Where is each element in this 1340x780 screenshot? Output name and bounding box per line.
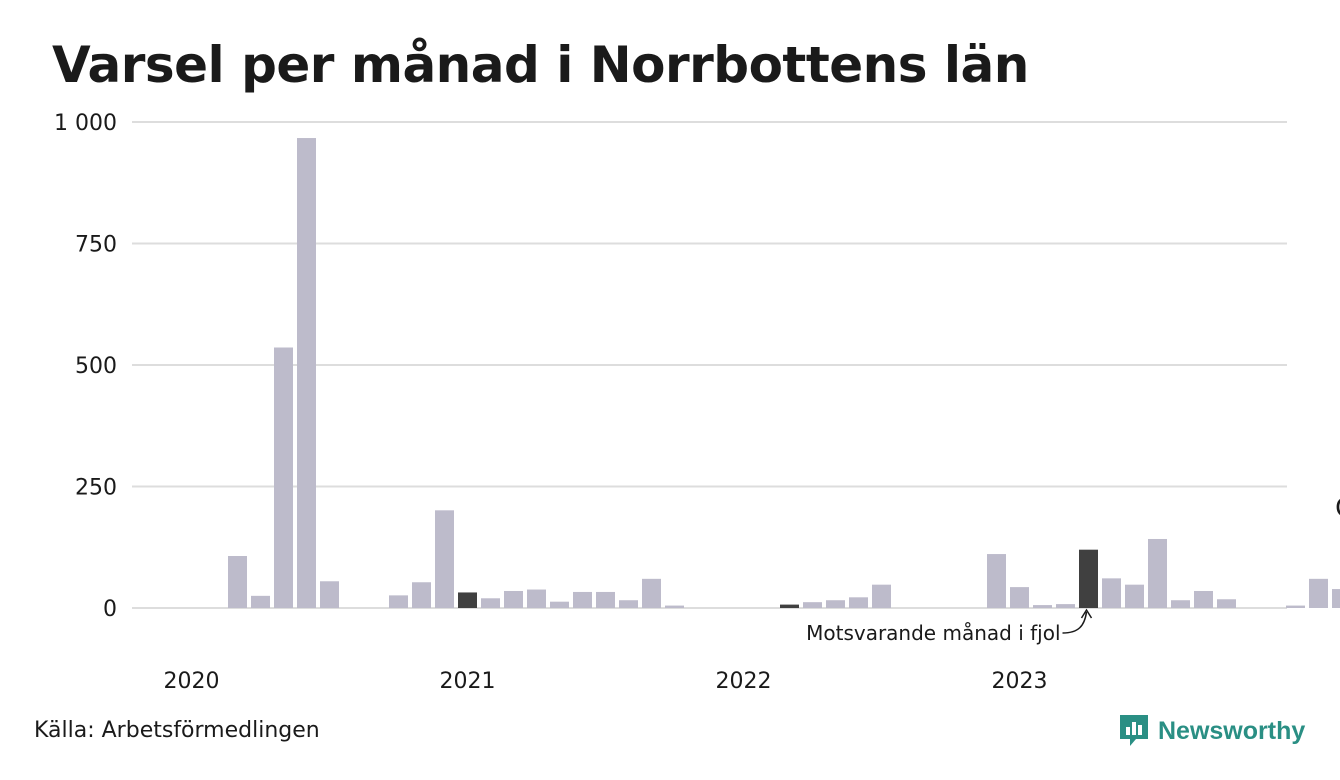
annotation-arrow xyxy=(1062,611,1088,634)
newsworthy-logo-icon xyxy=(1120,715,1148,746)
bars xyxy=(228,138,1340,608)
bar xyxy=(228,555,247,608)
bar xyxy=(527,589,546,608)
bar xyxy=(1079,549,1098,608)
bar xyxy=(1217,599,1236,608)
bar xyxy=(987,554,1006,608)
bar xyxy=(504,590,523,608)
bar xyxy=(481,598,500,608)
bar xyxy=(619,600,638,608)
bar xyxy=(1056,604,1075,608)
y-tick-label: 1 000 xyxy=(54,111,117,136)
bar xyxy=(550,601,569,608)
y-tick-label: 500 xyxy=(75,354,117,379)
y-axis-tick-labels: 0 250 500 750 1 000 xyxy=(54,111,117,622)
x-year-label: 2022 xyxy=(716,669,772,694)
brand-logo: Newsworthy xyxy=(1118,713,1305,749)
bar xyxy=(1102,578,1121,608)
bar xyxy=(596,591,615,608)
chart-title: Varsel per månad i Norrbottens län xyxy=(52,36,1029,94)
bar xyxy=(872,584,891,608)
bar xyxy=(435,510,454,608)
bar xyxy=(1332,589,1340,608)
bar xyxy=(389,595,408,608)
same-month-last-year-label: Motsvarande månad i fjol xyxy=(806,621,1060,645)
bar xyxy=(1010,587,1029,608)
bar xyxy=(826,600,845,608)
bar xyxy=(297,138,316,608)
bar xyxy=(1148,538,1167,608)
annotations: Oktober102Motsvarande månad i fjol xyxy=(806,493,1340,645)
y-tick-label: 0 xyxy=(103,597,117,622)
bar xyxy=(251,595,270,608)
bar xyxy=(780,604,799,608)
bar xyxy=(412,582,431,608)
bar xyxy=(573,591,592,608)
bar xyxy=(642,578,661,608)
y-tick-label: 250 xyxy=(75,476,117,501)
y-tick-label: 750 xyxy=(75,233,117,258)
brand-name: Newsworthy xyxy=(1158,716,1306,745)
x-year-label: 2021 xyxy=(440,669,496,694)
bar xyxy=(665,605,684,608)
x-axis-year-labels: 2020 2021 2022 2023 xyxy=(164,669,1048,694)
highlight-month-label: Oktober xyxy=(1335,493,1340,523)
bar xyxy=(1194,590,1213,608)
bar xyxy=(849,597,868,608)
bar xyxy=(1286,605,1305,608)
bar xyxy=(1033,605,1052,608)
bar xyxy=(803,602,822,608)
bar xyxy=(1171,600,1190,608)
annotation-arrowhead xyxy=(1080,608,1093,619)
bar xyxy=(320,581,339,608)
bar xyxy=(1309,578,1328,608)
bar xyxy=(458,592,477,608)
bar xyxy=(1125,584,1144,608)
x-year-label: 2020 xyxy=(164,669,220,694)
x-year-label: 2023 xyxy=(992,669,1048,694)
bar xyxy=(274,347,293,608)
source-note: Källa: Arbetsförmedlingen xyxy=(34,718,320,743)
